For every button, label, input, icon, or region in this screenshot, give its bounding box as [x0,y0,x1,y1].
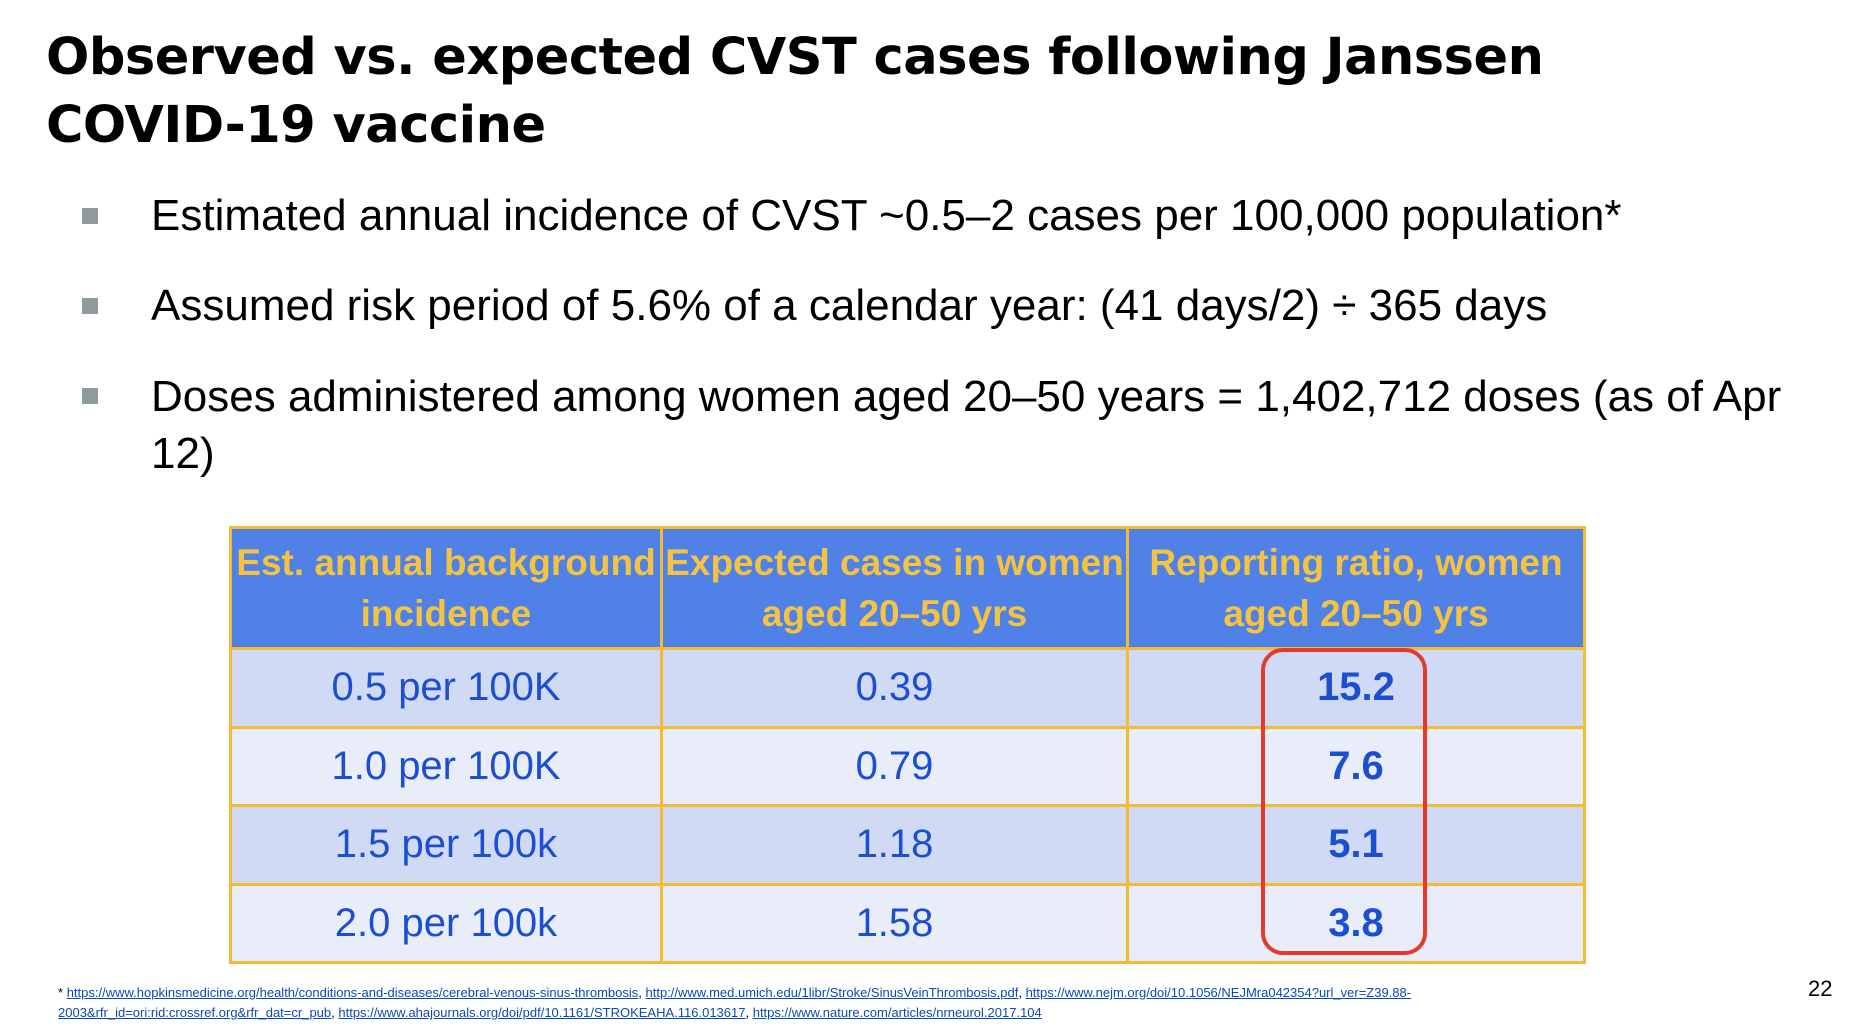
header-reporting-ratio: Reporting ratio, women aged 20–50 yrs [1126,526,1586,650]
reporting-ratio-table: Est. annual background incidence Expecte… [229,526,1586,964]
cell-expected: 1.58 [660,882,1129,964]
header-expected-cases: Expected cases in women aged 20–50 yrs [660,526,1129,650]
square-bullet-icon [82,208,98,224]
cell-incidence: 0.5 per 100K [229,647,663,729]
table-row: 1.5 per 100k 1.18 5.1 [229,804,1586,886]
bullet-text: Estimated annual incidence of CVST ~0.5–… [151,191,1622,240]
footnote-link[interactable]: https://www.nejm.org/doi/10.1056/NEJMra0… [58,985,1412,1020]
bullet-item: Doses administered among women aged 20–5… [80,368,1800,482]
cell-expected: 1.18 [660,804,1129,886]
table-row: 2.0 per 100k 1.58 3.8 [229,882,1586,964]
cell-incidence: 2.0 per 100k [229,882,663,964]
slide-title: Observed vs. expected CVST cases followi… [46,28,1544,155]
page-number: 22 [1808,976,1833,1001]
footnote: * https://www.hopkinsmedicine.org/health… [58,985,1412,1020]
bullet-text: Doses administered among women aged 20–5… [151,372,1782,478]
cell-ratio: 7.6 [1126,725,1586,807]
footnote-link[interactable]: http://www.med.umich.edu/1libr/Stroke/Si… [645,985,1019,1000]
cell-expected: 0.79 [660,725,1129,807]
footnote-link[interactable]: https://www.nature.com/articles/nrneurol… [752,1005,1042,1020]
bullet-list: Estimated annual incidence of CVST ~0.5–… [80,188,1800,516]
cell-ratio: 3.8 [1126,882,1586,964]
table-header-row: Est. annual background incidence Expecte… [229,526,1586,650]
footnote-link[interactable]: https://www.ahajournals.org/doi/pdf/10.1… [338,1005,746,1020]
table-row: 1.0 per 100K 0.79 7.6 [229,725,1586,807]
header-incidence: Est. annual background incidence [229,526,663,650]
cell-incidence: 1.0 per 100K [229,725,663,807]
bullet-text: Assumed risk period of 5.6% of a calenda… [151,281,1548,330]
square-bullet-icon [82,298,98,314]
footnote-link[interactable]: https://www.hopkinsmedicine.org/health/c… [66,985,639,1000]
cell-expected: 0.39 [660,647,1129,729]
square-bullet-icon [82,388,98,404]
cell-incidence: 1.5 per 100k [229,804,663,886]
footnote-marker: * [58,985,64,1000]
cell-ratio: 15.2 [1126,647,1586,729]
table-row: 0.5 per 100K 0.39 15.2 [229,647,1586,729]
bullet-item: Assumed risk period of 5.6% of a calenda… [80,278,1800,334]
cell-ratio: 5.1 [1126,804,1586,886]
bullet-item: Estimated annual incidence of CVST ~0.5–… [80,188,1800,244]
